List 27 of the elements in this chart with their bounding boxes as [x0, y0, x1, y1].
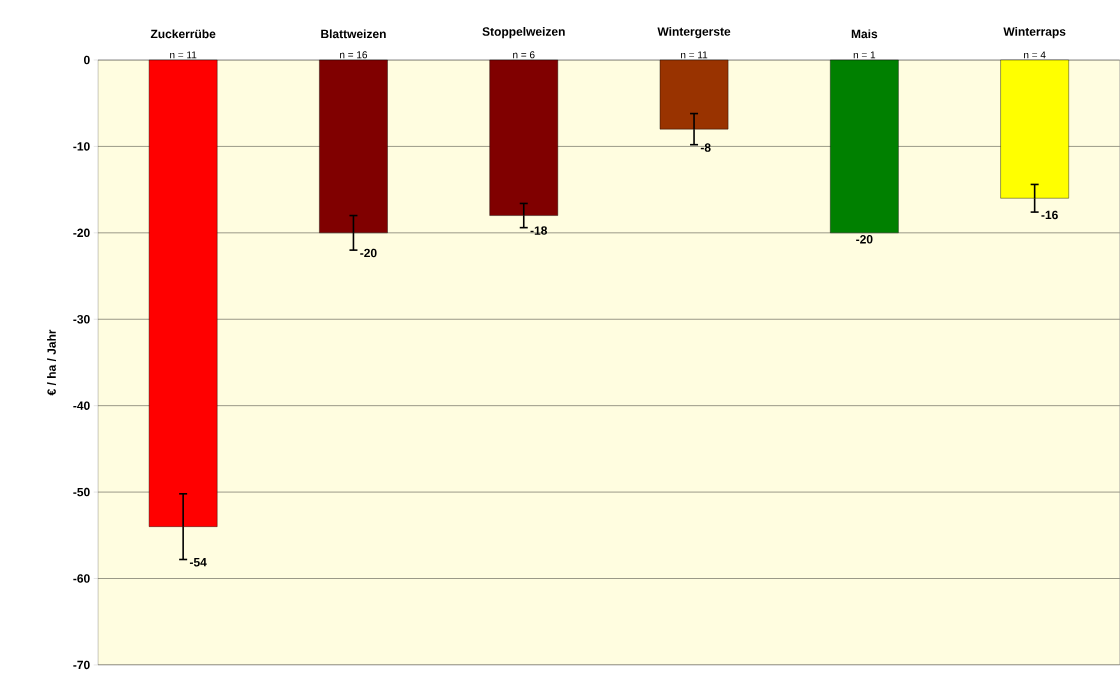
y-tick-label: -70: [73, 660, 90, 670]
y-tick-label: -20: [73, 228, 90, 238]
data-label: -18: [530, 226, 548, 235]
x-tick-label: Wintergerste: [657, 27, 731, 39]
text: n = 1: [853, 51, 876, 59]
text: n = 16: [340, 51, 368, 59]
data-label: -8: [700, 143, 711, 152]
y-tick-label: -50: [73, 487, 90, 497]
text: n = 11: [170, 51, 197, 59]
x-tick-label: Mais: [851, 29, 878, 39]
text: n = 6: [513, 51, 535, 59]
x-tick-label: Zuckerrübe: [150, 29, 216, 39]
data-label: -54: [189, 558, 207, 567]
y-tick-label: -10: [73, 142, 90, 151]
x-tick-label: Winterraps: [1003, 27, 1066, 39]
x-tick-label: Blattweizen: [321, 29, 386, 39]
y-tick-label: -30: [73, 315, 90, 324]
y-tick-label: -40: [73, 401, 90, 410]
data-label: -16: [1041, 210, 1058, 220]
y-tick-label: 0: [83, 55, 90, 65]
text: n = 11: [681, 51, 708, 59]
text: n = 4: [1024, 51, 1046, 59]
data-label: -20: [360, 248, 377, 258]
y-tick-label: -60: [73, 574, 90, 583]
y-axis-title: € / ha / Jahr: [47, 329, 56, 396]
data-label: -20: [856, 235, 873, 244]
x-tick-label: Stoppelweizen: [482, 27, 565, 39]
